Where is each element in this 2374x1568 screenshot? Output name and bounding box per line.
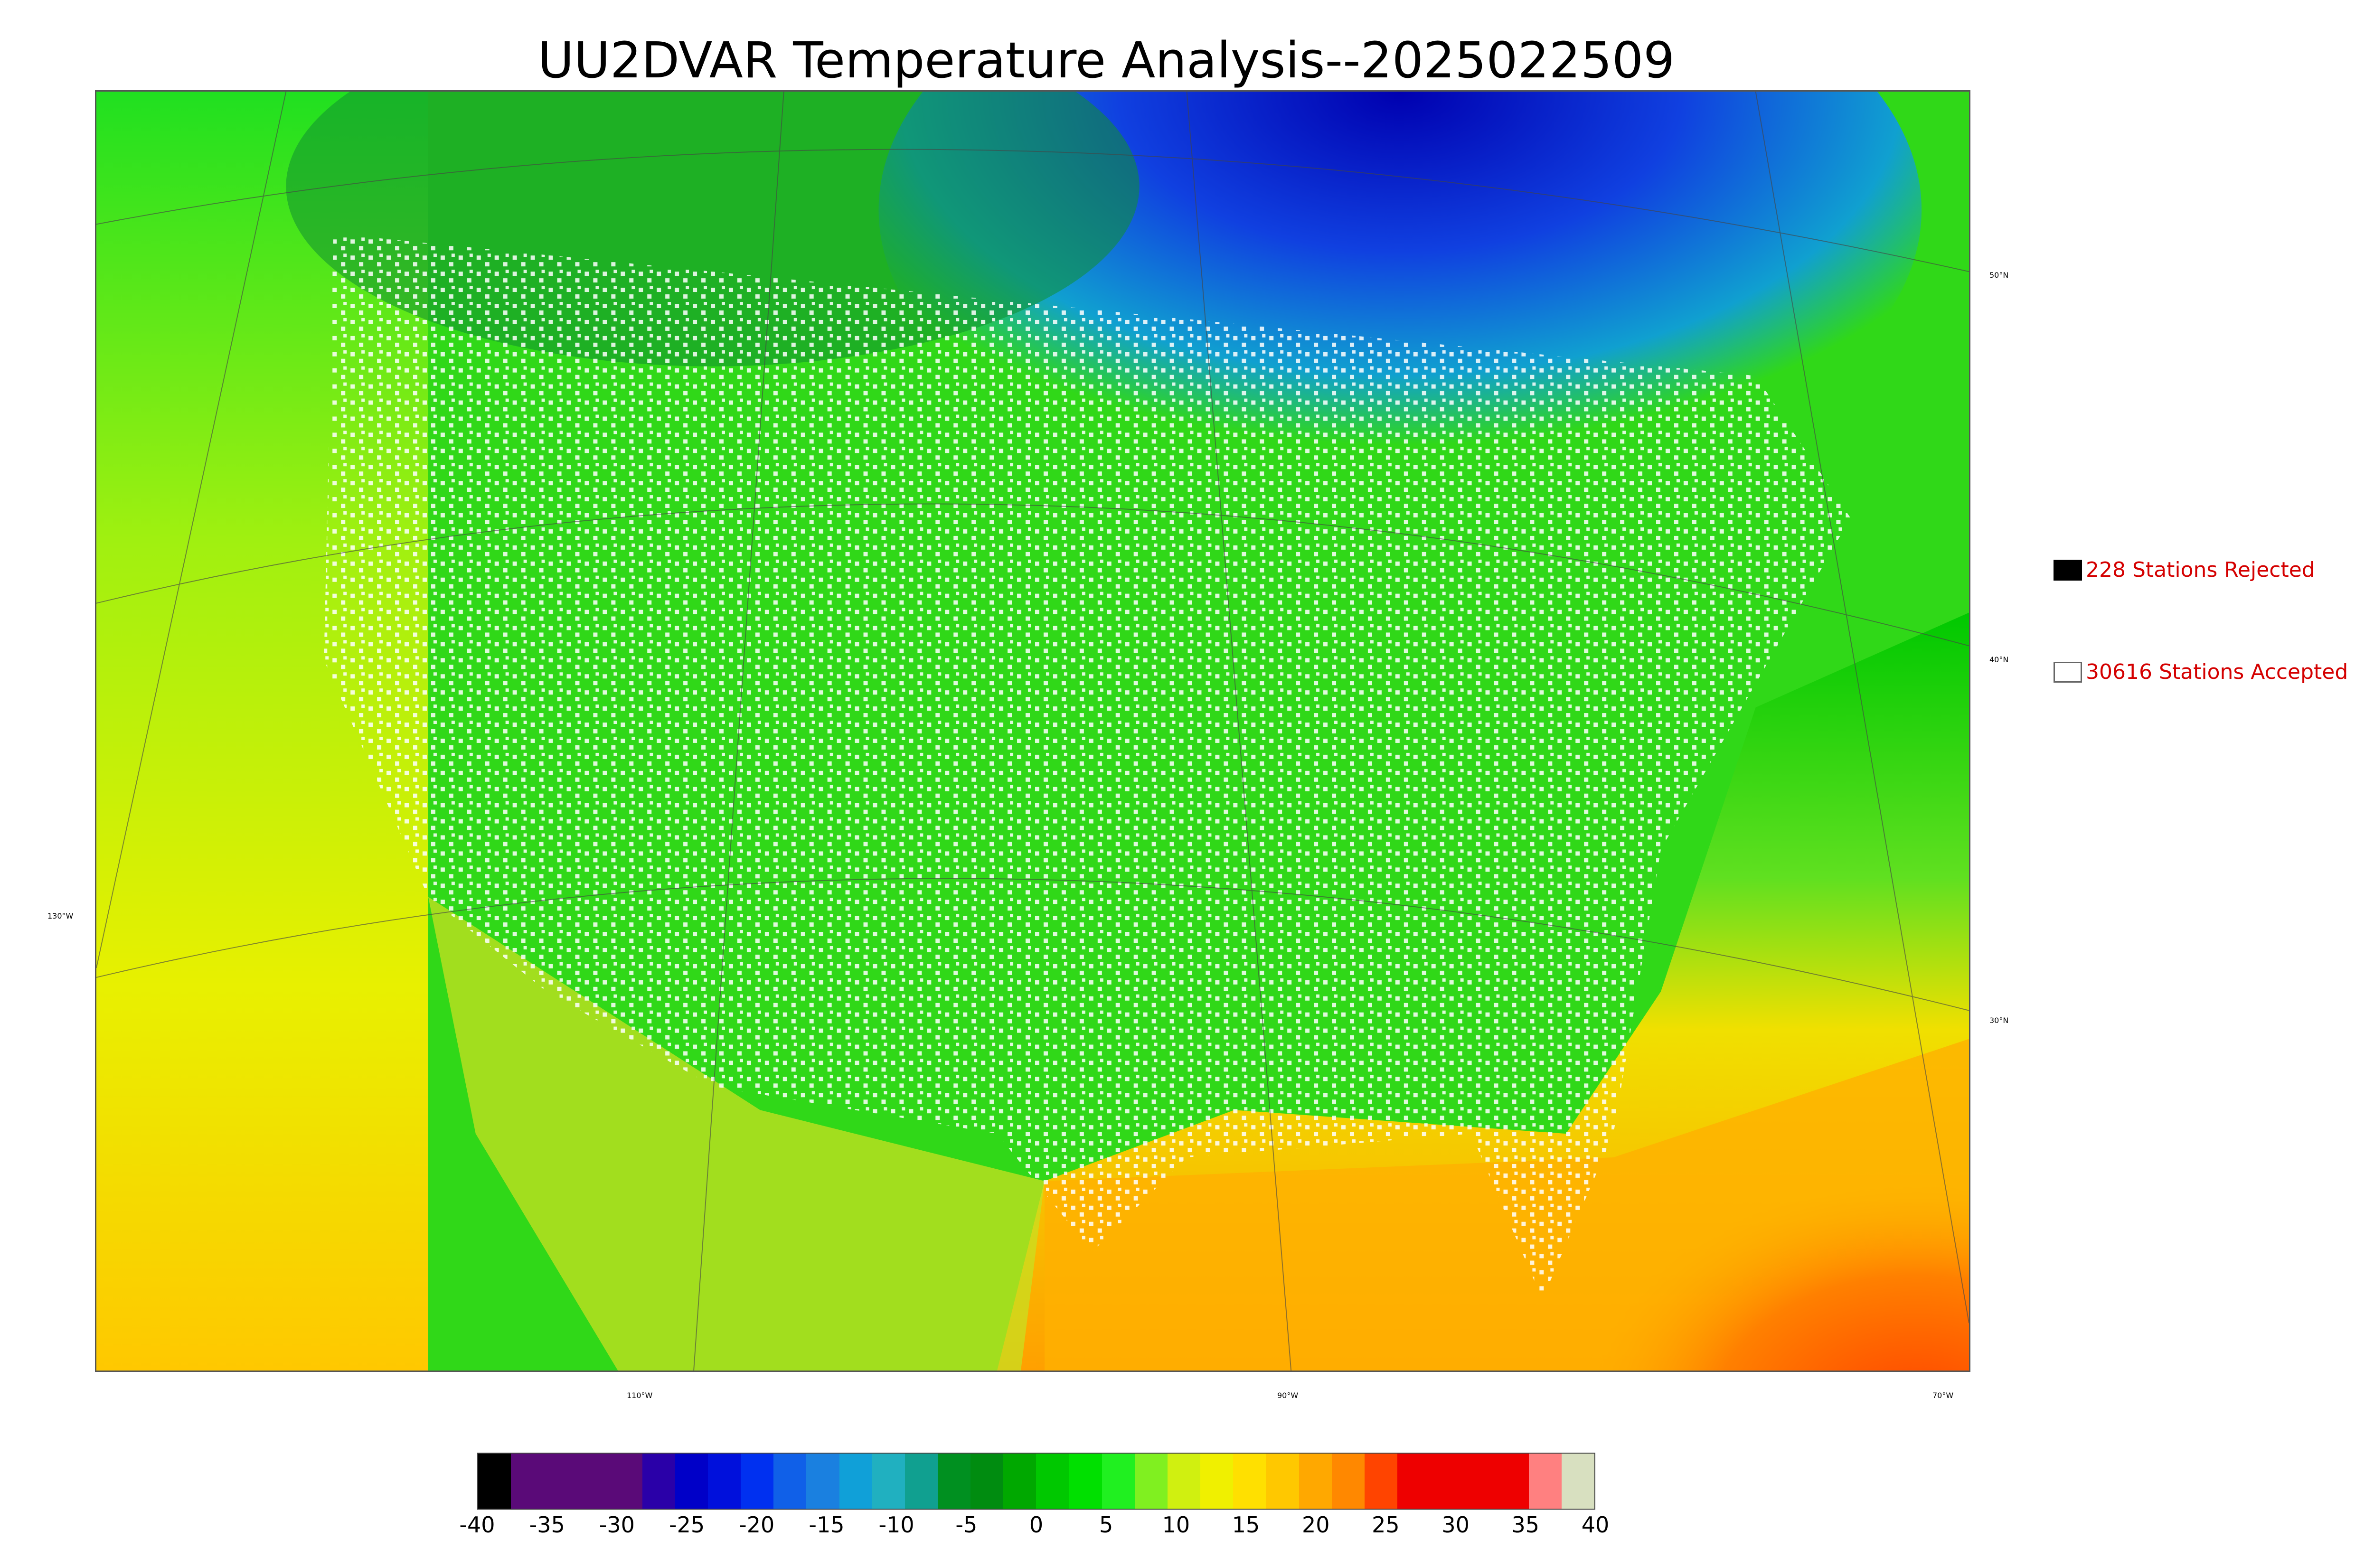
colorbar-segment bbox=[1463, 1454, 1496, 1509]
mexico-land bbox=[428, 897, 1045, 1371]
graticule bbox=[96, 92, 1969, 1371]
colorbar-segment bbox=[741, 1454, 774, 1509]
colorbar-tick-label: 25 bbox=[1372, 1512, 1400, 1538]
colorbar-segment bbox=[1003, 1454, 1036, 1509]
colorbar-segment bbox=[576, 1454, 610, 1509]
colorbar-segment bbox=[511, 1454, 544, 1509]
colorbar-tick-label: 0 bbox=[1029, 1512, 1044, 1538]
caribbean-hot-region bbox=[1518, 1100, 1969, 1371]
colorbar-segment bbox=[675, 1454, 708, 1509]
colorbar-tick-label: -30 bbox=[599, 1512, 635, 1538]
colorbar-segment bbox=[1069, 1454, 1102, 1509]
colorbar-segment bbox=[872, 1454, 905, 1509]
colorbar-tick-label: -25 bbox=[669, 1512, 705, 1538]
colorbar-segment bbox=[773, 1454, 807, 1509]
rejected-label: 228 Stations Rejected bbox=[2086, 558, 2315, 582]
legend-rejected: 228 Stations Rejected bbox=[2054, 558, 2315, 582]
page-title: UU2DVAR Temperature Analysis--2025022509 bbox=[537, 31, 1675, 89]
colorbar-segment bbox=[1331, 1454, 1365, 1509]
colorbar-segment bbox=[478, 1454, 511, 1509]
colorbar-segment bbox=[1200, 1454, 1234, 1509]
colorbar-segment bbox=[806, 1454, 839, 1509]
colorbar-tick-label: -10 bbox=[878, 1512, 914, 1538]
white-square-icon bbox=[2054, 661, 2082, 683]
colorbar-segment bbox=[1397, 1454, 1431, 1509]
colorbar-segment bbox=[1496, 1454, 1529, 1509]
lat-label-40n: 40°N bbox=[1989, 655, 2009, 664]
lon-label-130w: 130°W bbox=[47, 911, 74, 920]
colorbar-segment bbox=[1364, 1454, 1397, 1509]
colorbar-ticks: -40 -35 -30 -25 -20 -15 -10 -5 0 5 10 15 20 25 30 35 40 bbox=[459, 1512, 1609, 1540]
colorbar-segment bbox=[1528, 1454, 1562, 1509]
colorbar-segment bbox=[1134, 1454, 1168, 1509]
colorbar-segment bbox=[1430, 1454, 1463, 1509]
lon-label-70w: 70°W bbox=[1932, 1391, 1954, 1400]
colorbar-tick-label: -35 bbox=[529, 1512, 565, 1538]
lon-label-110w: 110°W bbox=[627, 1391, 653, 1400]
colorbar-tick-label: 30 bbox=[1441, 1512, 1470, 1538]
colorbar-segment bbox=[707, 1454, 741, 1509]
colorbar-segment bbox=[937, 1454, 971, 1509]
colorbar-tick-label: -15 bbox=[809, 1512, 845, 1538]
lat-label-30n: 30°N bbox=[1989, 1016, 2009, 1025]
temperature-colorbar bbox=[477, 1453, 1595, 1510]
colorbar-segment bbox=[642, 1454, 675, 1509]
lon-label-90w: 90°W bbox=[1277, 1391, 1299, 1400]
accepted-label: 30616 Stations Accepted bbox=[2086, 660, 2348, 684]
colorbar-segment bbox=[1233, 1454, 1266, 1509]
legend-accepted: 30616 Stations Accepted bbox=[2054, 660, 2348, 684]
colorbar-tick-label: 5 bbox=[1099, 1512, 1113, 1538]
colorbar-segment bbox=[609, 1454, 642, 1509]
black-square-icon bbox=[2054, 559, 2082, 581]
lat-label-50n: 50°N bbox=[1989, 271, 2009, 280]
colorbar-tick-label: 15 bbox=[1232, 1512, 1260, 1538]
station-markers bbox=[324, 234, 1851, 1300]
colorbar-segment bbox=[1266, 1454, 1299, 1509]
colorbar-tick-label: -40 bbox=[459, 1512, 495, 1538]
colorbar-tick-label: -5 bbox=[955, 1512, 978, 1538]
colorbar-segment bbox=[904, 1454, 938, 1509]
colorbar-tick-label: 10 bbox=[1162, 1512, 1190, 1538]
colorbar-segment bbox=[1102, 1454, 1135, 1509]
colorbar-segment bbox=[1167, 1454, 1201, 1509]
colorbar-segment bbox=[1561, 1454, 1594, 1509]
colorbar-tick-label: 40 bbox=[1581, 1512, 1610, 1538]
colorbar-segment bbox=[970, 1454, 1004, 1509]
colorbar-segment bbox=[1299, 1454, 1332, 1509]
colorbar-segment bbox=[839, 1454, 872, 1509]
map-canvas bbox=[96, 92, 1969, 1371]
colorbar-segment bbox=[544, 1454, 577, 1509]
colorbar-tick-label: -20 bbox=[739, 1512, 775, 1538]
colorbar-tick-label: 35 bbox=[1511, 1512, 1540, 1538]
colorbar-tick-label: 20 bbox=[1301, 1512, 1330, 1538]
colorbar-segment bbox=[1036, 1454, 1069, 1509]
temperature-map[interactable] bbox=[95, 90, 1970, 1372]
